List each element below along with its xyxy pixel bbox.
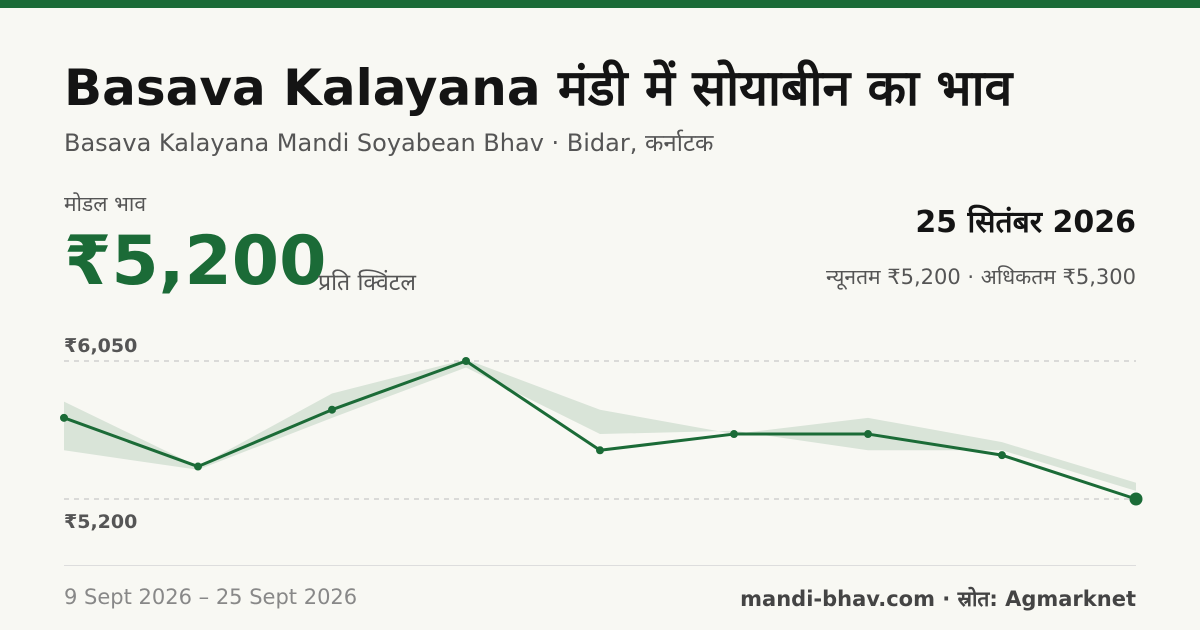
y-tick-label-min: ₹5,200 — [64, 511, 137, 533]
footer-divider — [64, 565, 1136, 566]
data-point — [998, 451, 1006, 460]
data-point — [864, 430, 872, 439]
y-tick-label-max: ₹6,050 — [64, 335, 137, 357]
price-min-max: न्यूनतम ₹5,200 · अधिकतम ₹5,300 — [826, 265, 1136, 289]
page-title: Basava Kalayana मंडी में सोयाबीन का भाव — [64, 59, 1013, 117]
data-point — [194, 462, 202, 471]
min-max-band — [64, 359, 1136, 491]
price-unit: प्रति क्विंटल — [318, 270, 416, 296]
footer-source: mandi-bhav.com · स्रोत: Agmarknet — [740, 587, 1136, 611]
modal-price-label: मोडल भाव — [64, 192, 147, 216]
footer-date-range: 9 Sept 2026 – 25 Sept 2026 — [64, 585, 358, 609]
data-point — [60, 413, 68, 422]
data-point — [328, 405, 336, 414]
page-subtitle: Basava Kalayana Mandi Soyabean Bhav · Bi… — [64, 129, 714, 157]
price-date: 25 सितंबर 2026 — [915, 205, 1136, 240]
data-point — [730, 430, 738, 439]
top-accent-bar — [0, 0, 1200, 8]
data-point — [1129, 492, 1143, 506]
modal-price-value: ₹5,200 — [64, 222, 327, 301]
data-point — [462, 357, 470, 365]
data-point — [596, 446, 604, 455]
